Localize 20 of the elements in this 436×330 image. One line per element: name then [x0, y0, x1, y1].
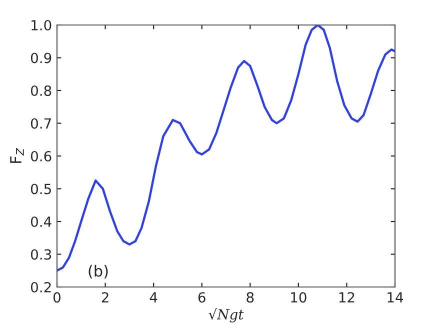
annotation: (b) [88, 264, 108, 279]
y-tick-label: 1.0 [32, 20, 52, 30]
x-tick-label: 14 [388, 292, 404, 302]
x-tick-label: 2 [102, 292, 108, 302]
y-axis-title: F$_{Z}$ [10, 148, 24, 163]
y-tick-label: 0.3 [30, 249, 52, 260]
y-tick-label: 0.7 [30, 118, 51, 129]
x-tick-label: 10 [291, 292, 306, 303]
y-tick-label: 0.6 [30, 150, 52, 162]
x-tick-label: 4 [150, 292, 158, 302]
y-tick-label: 0.5 [30, 184, 51, 194]
y-tick-label: 0.4 [30, 216, 52, 227]
y-tick-label: 0.9 [30, 52, 52, 64]
x-axis-title: √Ngt [208, 308, 244, 322]
x-tick-label: 6 [198, 292, 206, 303]
x-tick-label: 12 [339, 292, 354, 302]
x-tick-label: 8 [246, 292, 254, 303]
y-tick-label: 0.2 [30, 282, 51, 292]
y-tick-label: 0.8 [30, 85, 52, 96]
x-tick-label: 0 [53, 292, 60, 303]
